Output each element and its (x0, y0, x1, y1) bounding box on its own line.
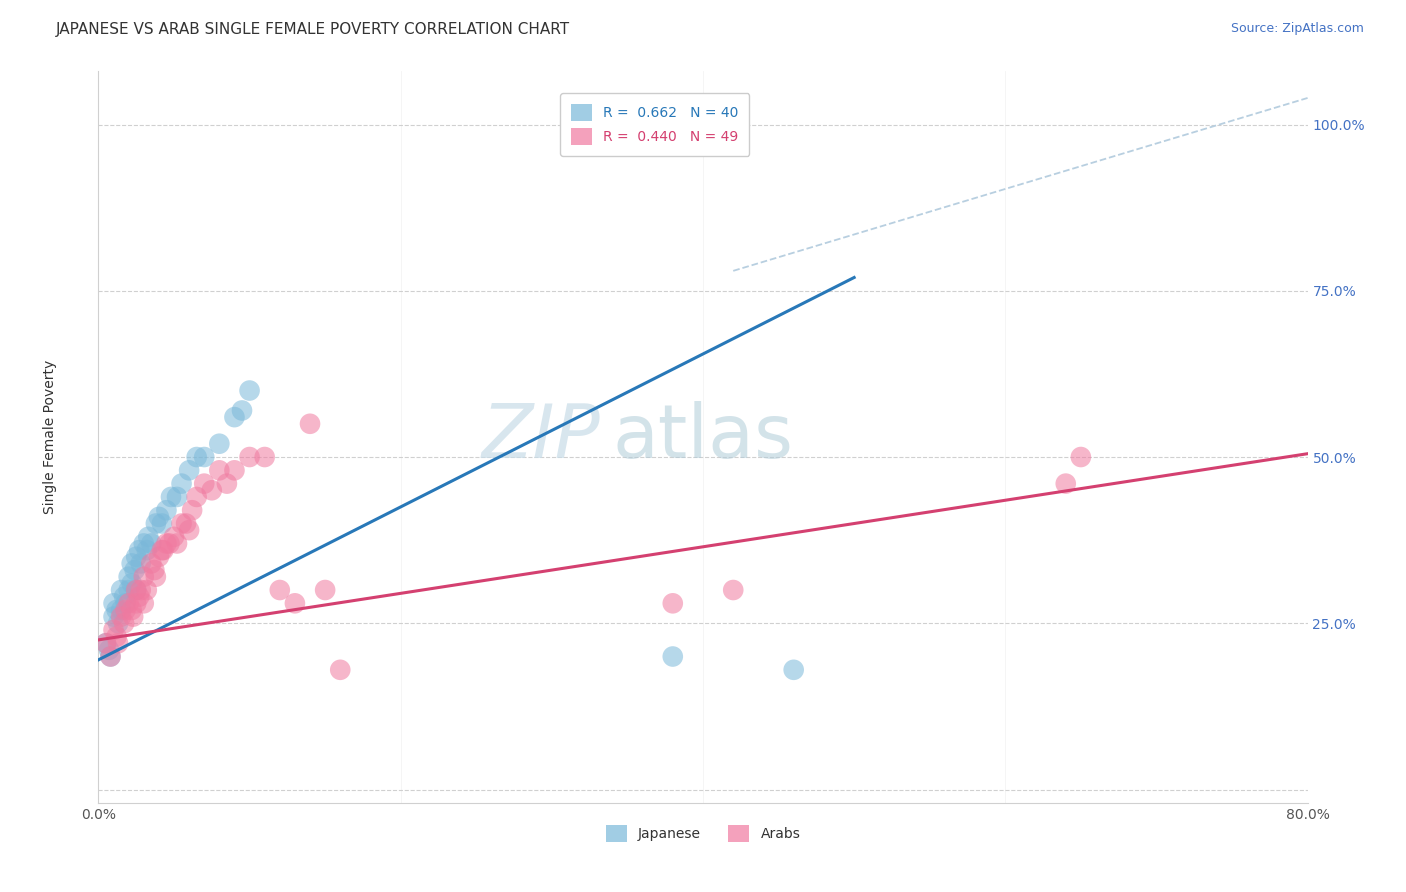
Point (105, 630, 128, 644)
Point (239, 450, 262, 464)
Point (201, 483, 224, 498)
Point (215, 476, 238, 491)
Point (105, 603, 128, 617)
Point (141, 557, 163, 571)
Point (132, 536, 155, 550)
Point (121, 603, 143, 617)
Text: Source: ZipAtlas.com: Source: ZipAtlas.com (1230, 22, 1364, 36)
Point (661, 596, 683, 610)
Point (329, 663, 352, 677)
Point (170, 516, 193, 531)
Point (152, 543, 174, 558)
Point (783, 663, 806, 677)
Point (160, 490, 183, 504)
Point (98, 643, 121, 657)
Point (112, 590, 135, 604)
Point (159, 536, 181, 550)
Point (163, 530, 186, 544)
Point (125, 582, 148, 597)
Point (110, 603, 132, 617)
Point (129, 557, 152, 571)
Point (181, 503, 204, 517)
Point (114, 603, 136, 617)
Point (299, 417, 322, 431)
Point (121, 576, 143, 591)
Legend: Japanese, Arabs: Japanese, Arabs (600, 819, 806, 847)
Point (118, 596, 141, 610)
Point (193, 450, 215, 464)
Text: Single Female Poverty: Single Female Poverty (44, 360, 58, 514)
Point (314, 582, 336, 597)
Point (114, 596, 136, 610)
Point (179, 523, 201, 537)
Point (193, 476, 215, 491)
Point (284, 596, 307, 610)
Point (124, 563, 146, 577)
Point (103, 609, 125, 624)
Point (107, 636, 129, 650)
Point (103, 623, 125, 637)
Point (186, 490, 208, 504)
Point (166, 490, 188, 504)
Point (174, 516, 197, 531)
Point (135, 582, 157, 597)
Point (166, 536, 188, 550)
Point (150, 543, 173, 558)
Point (110, 582, 132, 597)
Point (208, 436, 231, 450)
Point (94, 636, 117, 650)
Point (170, 476, 193, 491)
Point (128, 543, 150, 558)
Point (723, 582, 745, 597)
Point (100, 649, 122, 664)
Point (179, 463, 201, 477)
Point (112, 616, 135, 631)
Point (224, 410, 246, 425)
Text: JAPANESE VS ARAB SINGLE FEMALE POVERTY CORRELATION CHART: JAPANESE VS ARAB SINGLE FEMALE POVERTY C… (56, 22, 571, 37)
Point (141, 536, 163, 550)
Point (136, 530, 159, 544)
Point (224, 463, 246, 477)
Point (150, 516, 173, 531)
Point (145, 516, 167, 531)
Point (135, 543, 157, 558)
Point (1070, 450, 1092, 464)
Point (208, 463, 231, 477)
Point (155, 536, 177, 550)
Point (269, 582, 291, 597)
Point (118, 570, 141, 584)
Point (239, 384, 262, 398)
Point (143, 563, 166, 577)
Point (125, 582, 148, 597)
Point (118, 582, 141, 597)
Point (125, 549, 148, 564)
Point (661, 649, 683, 664)
Point (148, 509, 170, 524)
Point (186, 450, 208, 464)
Point (145, 570, 167, 584)
Point (148, 549, 170, 564)
Point (125, 596, 148, 610)
Point (1054, 476, 1077, 491)
Point (103, 596, 125, 610)
Point (121, 557, 143, 571)
Point (129, 582, 152, 597)
Point (100, 649, 122, 664)
Point (253, 450, 276, 464)
Point (132, 570, 155, 584)
Point (94, 636, 117, 650)
Point (231, 403, 253, 417)
Text: atlas: atlas (613, 401, 793, 474)
Text: ZIP: ZIP (481, 401, 600, 473)
Point (110, 609, 132, 624)
Point (128, 590, 150, 604)
Point (122, 609, 145, 624)
Point (155, 503, 177, 517)
Point (107, 616, 129, 631)
Point (132, 596, 155, 610)
